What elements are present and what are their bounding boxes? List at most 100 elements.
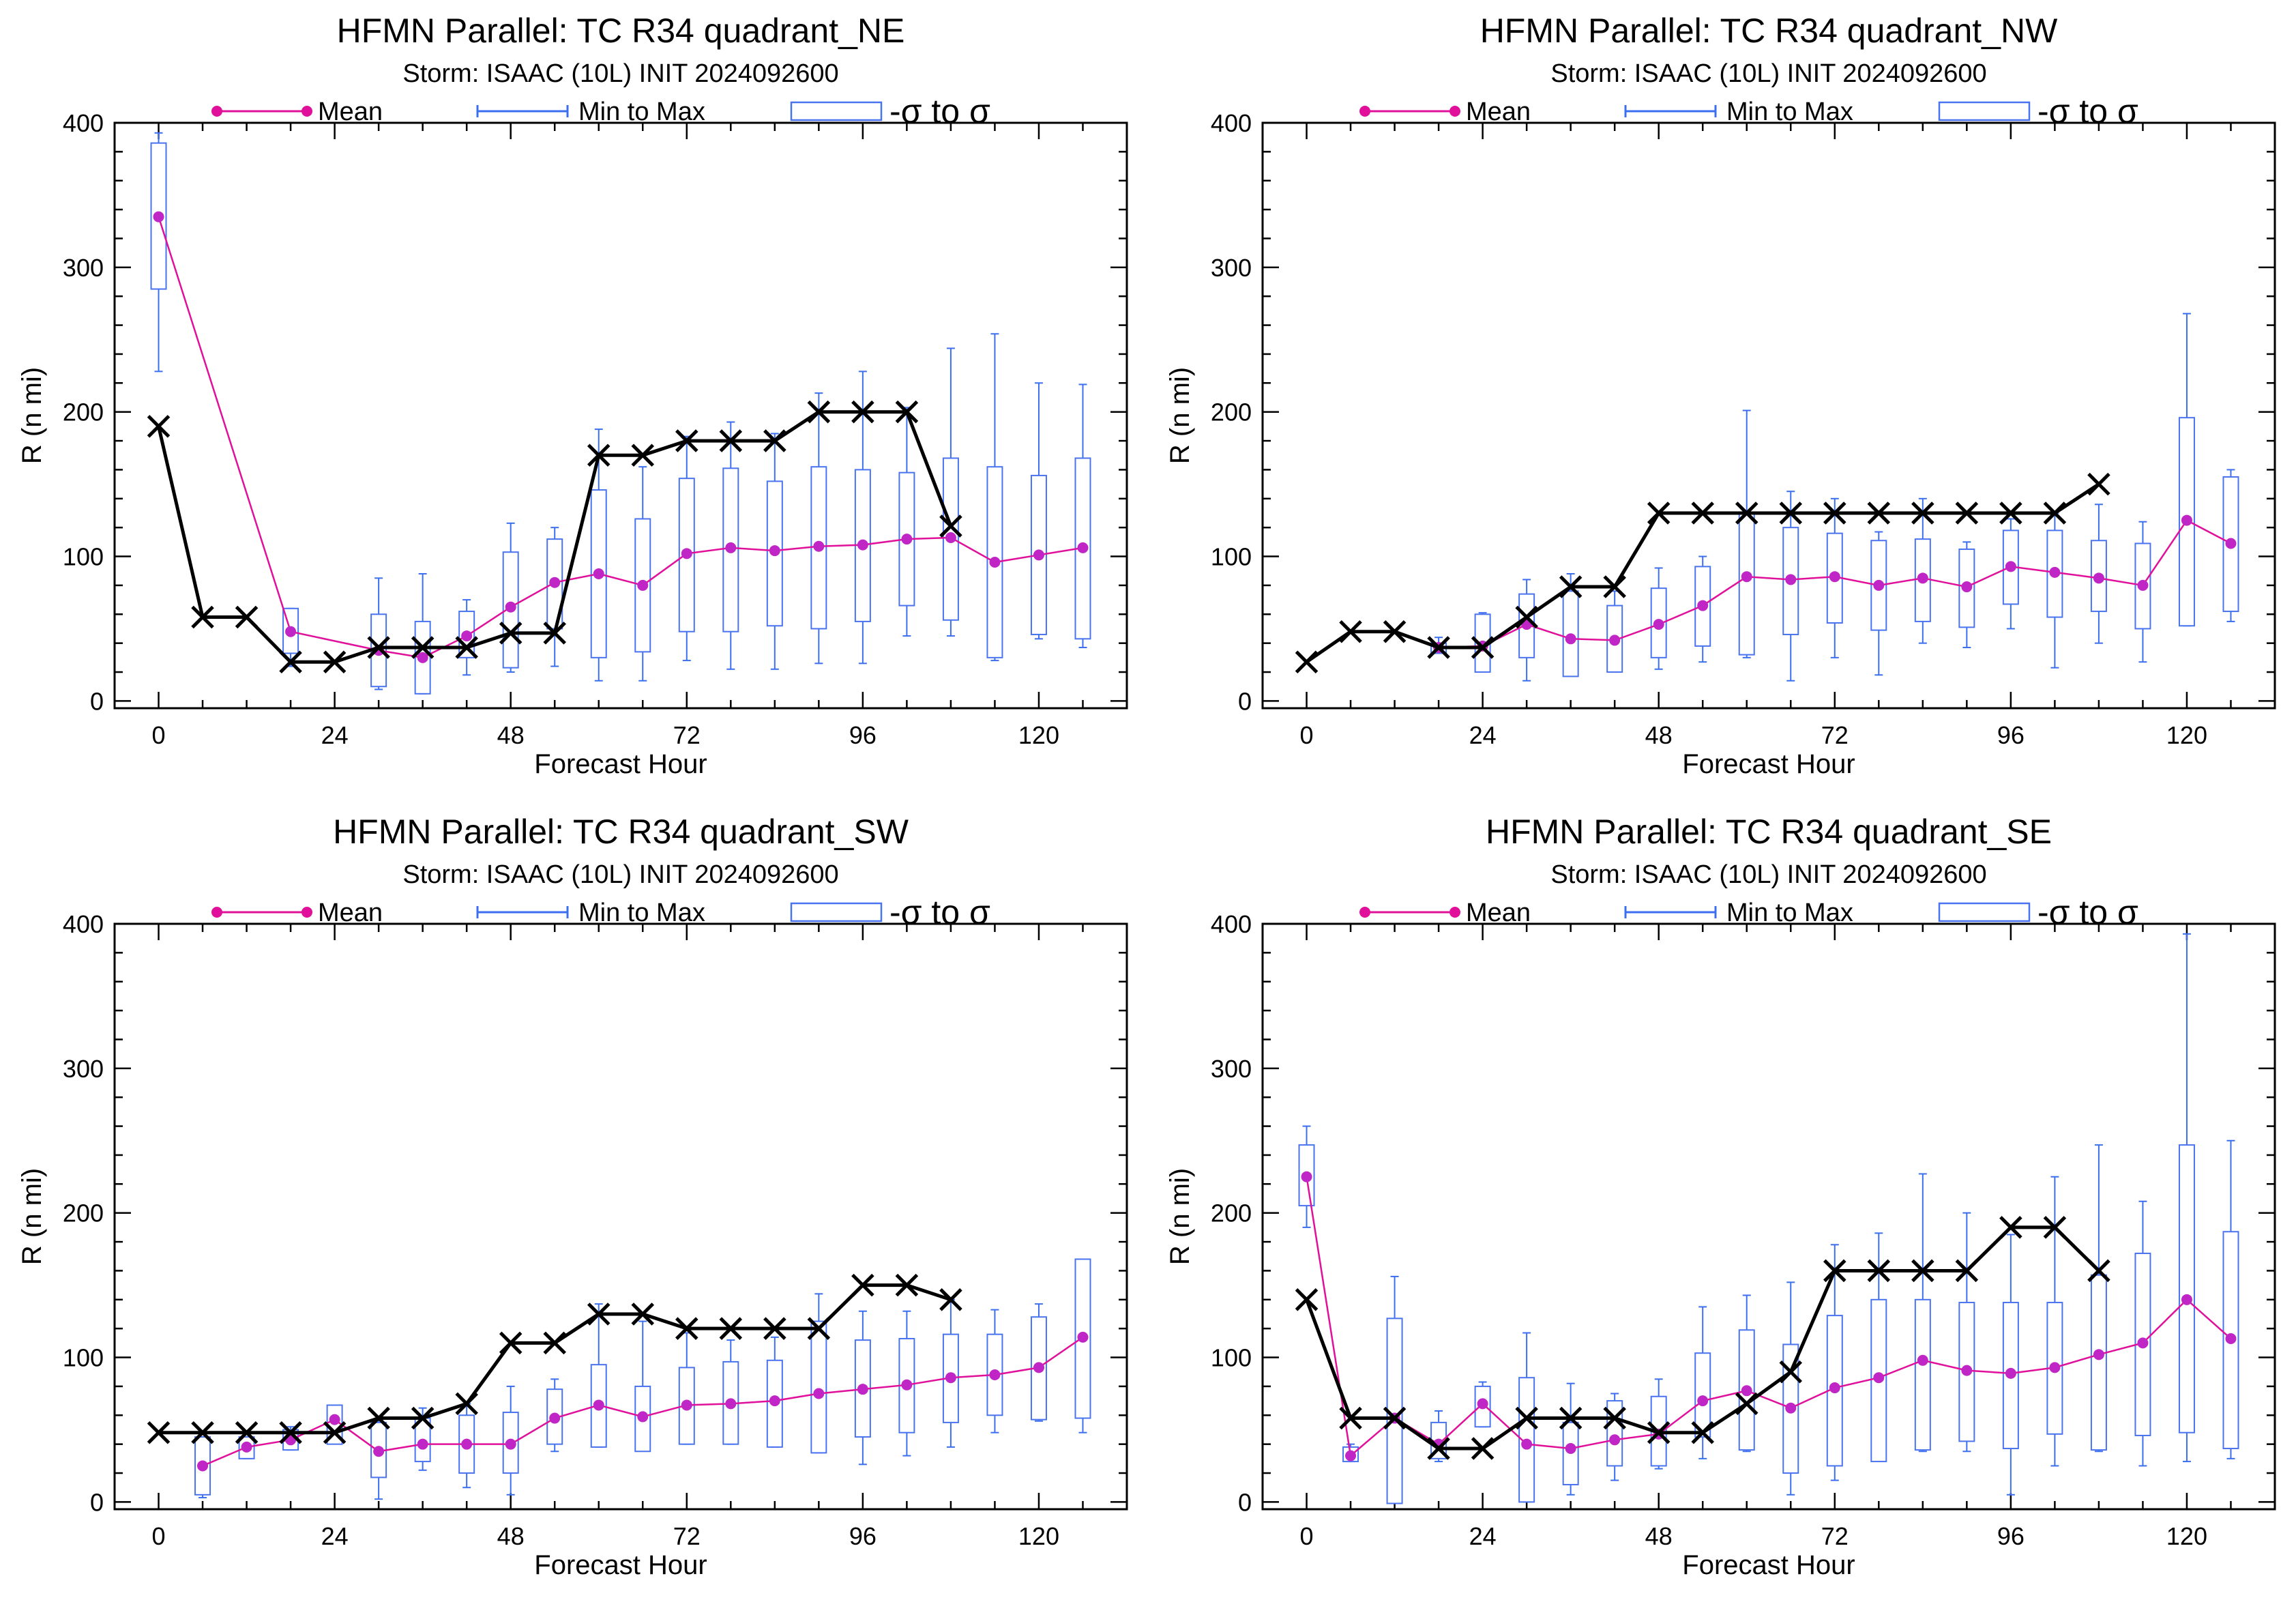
mean-point [2181, 514, 2192, 526]
observed-point [1999, 501, 2022, 525]
legend-mean-marker [301, 907, 312, 918]
mean-point [373, 1446, 385, 1457]
legend-sigma-box [790, 902, 883, 922]
y-tick-label: 300 [63, 1055, 104, 1083]
y-tick-label: 0 [1238, 1488, 1252, 1516]
y-tick-label: 300 [63, 254, 104, 282]
observed-point [1603, 1406, 1626, 1430]
y-axis: 0 100 200 300 400 [1211, 910, 2275, 1516]
observed-point [543, 622, 566, 645]
mean-point [681, 548, 692, 559]
x-tick-label: 120 [1018, 721, 1059, 749]
observed-point [499, 622, 523, 645]
x-tick-label: 24 [321, 721, 349, 749]
mean-point [1077, 1331, 1089, 1343]
observed-point [1427, 1437, 1450, 1460]
observed-point [1339, 1406, 1362, 1430]
observed-point [543, 1331, 566, 1355]
mean-point [2181, 1294, 2192, 1305]
legend: Mean Min to Max -σ to σ [1359, 893, 2138, 931]
x-tick-label: 0 [1300, 721, 1314, 749]
y-tick-label: 200 [1211, 398, 1252, 426]
observed-point [455, 636, 478, 659]
observed-point [719, 429, 743, 452]
x-tick-label: 24 [1469, 1522, 1497, 1550]
x-tick-label: 120 [2166, 1522, 2207, 1550]
observed-point [939, 1288, 962, 1311]
observed-point [2043, 501, 2067, 525]
chart-sw: HFMN Parallel: TC R34 quadrant_SW Storm: … [17, 813, 1128, 1580]
mean-point [813, 1388, 825, 1399]
mean-point [1873, 579, 1885, 591]
observed-point [1515, 605, 1538, 629]
legend-sigma-box [1938, 902, 2031, 922]
observed-point [1779, 1360, 1803, 1384]
mean-point [769, 1395, 780, 1407]
x-axis: 0 24 48 72 96 120 [152, 123, 1084, 749]
observed-point [279, 650, 302, 673]
x-axis: 0 24 48 72 96 120 [1300, 123, 2232, 749]
mean-point [1961, 1365, 1973, 1376]
x-tick-label: 96 [1997, 1522, 2025, 1550]
y-axis: 0 100 200 300 400 [1211, 109, 2275, 715]
legend-mean-label: Mean [1466, 98, 1531, 126]
observed-point [2087, 472, 2110, 496]
observed-point [851, 1273, 874, 1297]
mean-point [2049, 1362, 2061, 1373]
observed-point [1559, 575, 1583, 598]
mean-point [417, 1438, 428, 1450]
mean-point [2093, 1349, 2104, 1360]
observed-point [235, 605, 259, 629]
legend-mean-marker [1449, 106, 1460, 117]
mean-point [1345, 1450, 1357, 1461]
observed-point [939, 514, 962, 538]
y-tick-label: 400 [1211, 910, 1252, 938]
observed-point [1647, 501, 1671, 525]
mean-point [461, 630, 473, 642]
x-tick-label: 72 [1821, 1522, 1849, 1550]
sigma-box [2178, 1144, 2195, 1433]
legend-sigma-label: -σ to σ [889, 893, 990, 931]
mean-point [2093, 572, 2104, 584]
mean-point [2137, 1337, 2149, 1349]
chart-title: HFMN Parallel: TC R34 quadrant_NE [337, 12, 905, 50]
observed-point [1911, 1259, 1934, 1283]
observed-point [1735, 501, 1758, 525]
mean-point [1741, 571, 1752, 583]
plot-frame [113, 121, 1128, 710]
mean-point [505, 1438, 516, 1450]
observed-point [1691, 1421, 1714, 1444]
legend-range-label: Min to Max [578, 98, 705, 126]
mean-point [1653, 619, 1664, 630]
mean-point [1301, 1171, 1312, 1182]
observed-point [1383, 620, 1407, 643]
y-axis: 0 100 200 300 400 [63, 910, 1127, 1516]
sigma-box [1694, 1352, 1711, 1438]
observed-point [147, 1421, 171, 1444]
mean-point [1829, 1382, 1840, 1394]
observed-point [1823, 501, 1846, 525]
observed-point [1999, 1216, 2022, 1239]
y-tick-label: 100 [1211, 1344, 1252, 1372]
y-axis-label: R (n mi) [17, 1168, 47, 1265]
y-tick-label: 0 [1238, 687, 1252, 715]
x-tick-label: 48 [1645, 1522, 1673, 1550]
mean-point [681, 1399, 692, 1411]
x-tick-label: 48 [1645, 721, 1673, 749]
observed-point [587, 443, 610, 467]
y-tick-label: 200 [1211, 1199, 1252, 1227]
mean-point [549, 577, 561, 588]
x-axis-label: Forecast Hour [1682, 1550, 1855, 1580]
mean-point [1917, 572, 1928, 584]
observed-point [455, 1392, 478, 1416]
y-axis-label: R (n mi) [17, 367, 47, 464]
mean-point [1961, 581, 1973, 593]
x-tick-label: 72 [673, 721, 701, 749]
y-tick-label: 200 [63, 1199, 104, 1227]
observed-point [2087, 1259, 2110, 1283]
observed-point [323, 1421, 347, 1444]
observed-point [367, 636, 390, 659]
legend-mean-label: Mean [318, 98, 383, 126]
observed-point [147, 415, 171, 438]
legend-sigma-box [790, 101, 883, 121]
